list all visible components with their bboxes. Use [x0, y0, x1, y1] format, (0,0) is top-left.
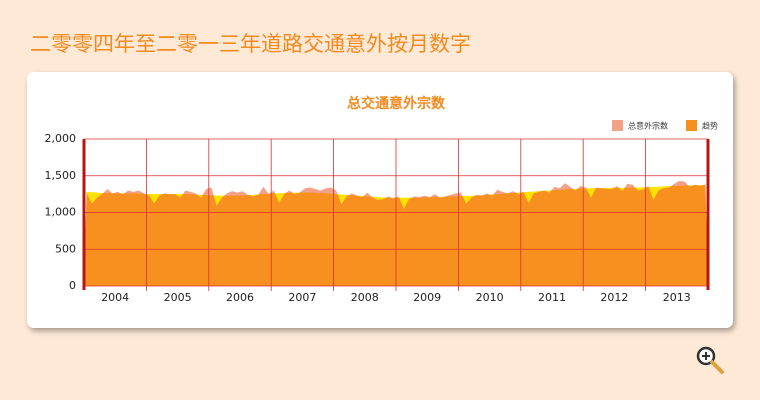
- x-tick-label: 2010: [476, 291, 504, 304]
- y-tick-label: 0: [69, 279, 76, 292]
- legend-swatch: [612, 120, 623, 131]
- x-tick-label: 2013: [663, 291, 691, 304]
- x-tick-label: 2004: [101, 291, 129, 304]
- legend-swatch: [686, 120, 697, 131]
- x-tick-label: 2008: [351, 291, 379, 304]
- y-tick-label: 2,000: [45, 132, 77, 145]
- chart-title: 总交通意外宗数: [347, 95, 446, 112]
- y-tick-label: 500: [55, 242, 76, 255]
- legend-label: 总意外宗数: [628, 121, 668, 131]
- x-tick-label: 2012: [600, 291, 628, 304]
- x-tick-label: 2007: [288, 291, 316, 304]
- y-tick-label: 1,500: [45, 169, 77, 182]
- x-tick-label: 2009: [413, 291, 441, 304]
- y-tick-label: 1,000: [45, 206, 77, 219]
- x-tick-label: 2011: [538, 291, 566, 304]
- zoom-icon[interactable]: [696, 346, 724, 374]
- legend-label: 趋势: [702, 121, 718, 131]
- x-tick-label: 2005: [164, 291, 192, 304]
- page-title: 二零零四年至二零一三年道路交通意外按月数字: [30, 32, 471, 56]
- x-tick-label: 2006: [226, 291, 254, 304]
